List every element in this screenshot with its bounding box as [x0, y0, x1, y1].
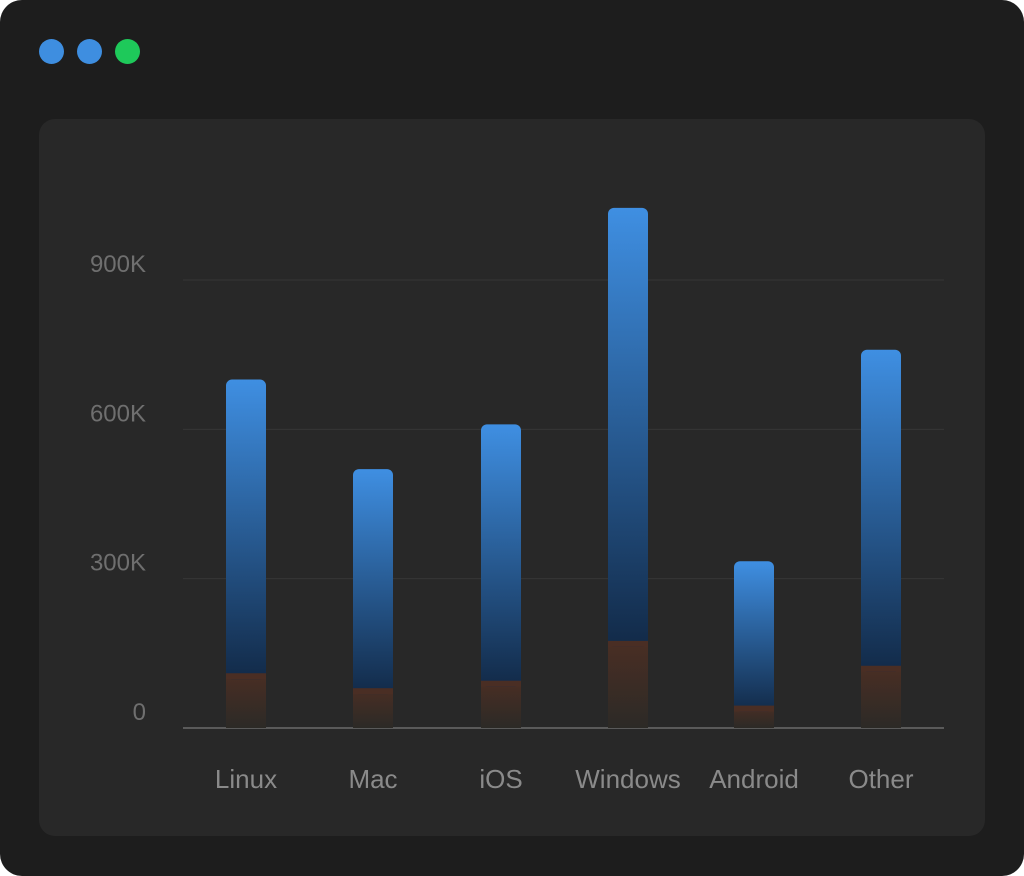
x-category-label: Android [709, 764, 799, 794]
bar-segment-joint [608, 640, 648, 647]
bar-segment-lower[interactable] [608, 640, 648, 728]
y-tick-label: 300K [90, 550, 146, 577]
maximize-dot[interactable] [115, 39, 140, 64]
bar-segment-upper[interactable] [608, 207, 648, 647]
bar-segment-lower[interactable] [226, 673, 266, 728]
bar-segment-joint [734, 705, 774, 712]
minimize-dot[interactable] [77, 39, 102, 64]
x-category-label: Windows [575, 764, 680, 794]
bar-segment-joint [226, 673, 266, 680]
bar-segment-joint [353, 688, 393, 695]
x-category-label: iOS [479, 764, 522, 794]
bar-segment-upper[interactable] [861, 349, 901, 672]
window-controls [39, 39, 140, 64]
x-category-label: Mac [348, 764, 397, 794]
bar-segment-joint [861, 665, 901, 672]
bar-segment-upper[interactable] [226, 379, 266, 680]
bar-segment-lower[interactable] [861, 665, 901, 728]
y-tick-label: 600K [90, 400, 146, 427]
bar-segment-upper[interactable] [353, 469, 393, 695]
bar-segment-upper[interactable] [734, 561, 774, 712]
bar-segment-joint [481, 680, 521, 687]
y-tick-label: 900K [90, 251, 146, 278]
y-tick-label: 0 [133, 699, 146, 726]
close-dot[interactable] [39, 39, 64, 64]
x-category-label: Linux [215, 764, 277, 794]
bar-segment-lower[interactable] [353, 688, 393, 728]
bar-segment-upper[interactable] [481, 424, 521, 687]
x-category-label: Other [848, 764, 913, 794]
bar-segment-lower[interactable] [481, 680, 521, 728]
